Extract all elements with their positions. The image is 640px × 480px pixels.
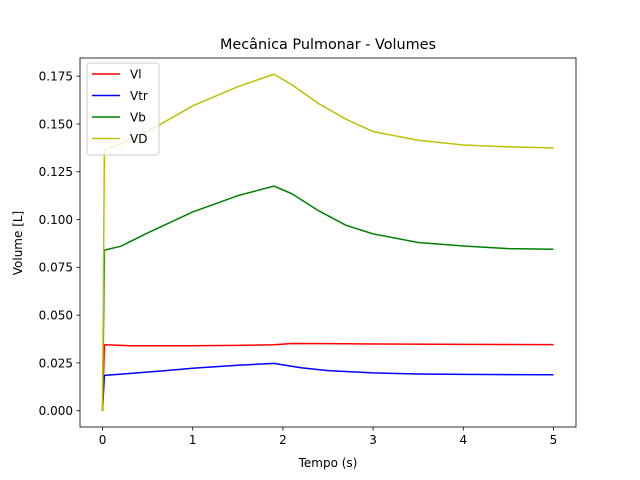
x-tick-label: 2 bbox=[279, 433, 287, 447]
y-axis-ticks: 0.000 0.025 0.050 0.075 0.100 0.125 0.150 0.175 bbox=[39, 69, 80, 418]
y-tick-label: 0.025 bbox=[39, 356, 73, 370]
x-tick-label: 5 bbox=[550, 433, 558, 447]
y-tick-label: 0.150 bbox=[39, 117, 73, 131]
y-tick-label: 0.125 bbox=[39, 165, 73, 179]
y-tick-label: 0.175 bbox=[39, 69, 73, 83]
plot-frame bbox=[79, 57, 577, 428]
legend-label-vb: Vb bbox=[130, 110, 146, 124]
x-tick-label: 4 bbox=[459, 433, 467, 447]
legend-label-vl: Vl bbox=[130, 67, 142, 81]
x-tick-label: 3 bbox=[369, 433, 377, 447]
legend-label-vtr: Vtr bbox=[130, 89, 148, 103]
x-axis-ticks: 0 1 2 3 4 5 bbox=[99, 427, 558, 447]
legend-label-vd: VD bbox=[130, 132, 147, 146]
y-tick-label: 0.100 bbox=[39, 213, 73, 227]
x-tick-label: 0 bbox=[99, 433, 107, 447]
legend: Vl Vtr Vb VD bbox=[86, 62, 160, 156]
y-tick-label: 0.075 bbox=[39, 261, 73, 275]
series-line-vtr bbox=[101, 362, 554, 411]
legend-box bbox=[86, 62, 160, 156]
series-line-vb bbox=[101, 185, 554, 411]
x-tick-label: 1 bbox=[189, 433, 197, 447]
y-tick-label: 0.050 bbox=[39, 308, 73, 322]
series-line-vl bbox=[101, 342, 554, 411]
chart-title: Mecânica Pulmonar - Volumes bbox=[220, 37, 436, 53]
x-axis-label: Tempo (s) bbox=[298, 456, 358, 470]
y-tick-label: 0.000 bbox=[39, 404, 73, 418]
y-axis-label: Volume [L] bbox=[11, 211, 25, 276]
